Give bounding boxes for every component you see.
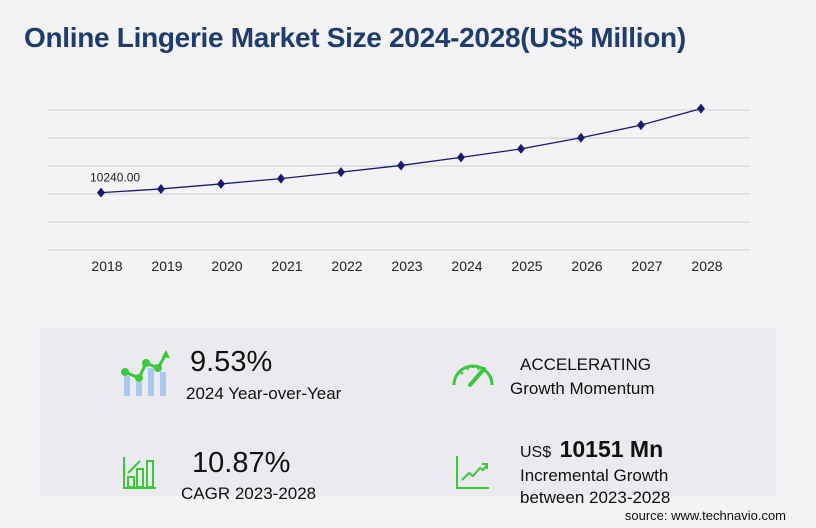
incremental-growth: US$ 10151 Mn [520, 436, 663, 463]
data-point [517, 143, 525, 154]
source-note: source: www.technavio.com [624, 508, 786, 523]
data-point [97, 187, 105, 198]
incr-label-2: between 2023-2028 [520, 488, 671, 507]
momentum-value: ACCELERATING [520, 355, 651, 374]
incr-prefix: US$ [520, 444, 552, 461]
line-chart: 2018 2019 2020 2021 2022 2023 2024 2025 2026 2027… [48, 103, 750, 274]
speedometer-icon [452, 364, 494, 387]
x-tick-label: 2024 [451, 258, 482, 274]
trend-up-icon [456, 456, 489, 489]
x-tick-label: 2021 [271, 258, 302, 274]
x-tick-label: 2025 [511, 258, 542, 274]
data-point [577, 132, 585, 143]
data-point [277, 173, 285, 184]
bar-line-growth-icon [121, 350, 170, 396]
page-title: Online Lingerie Market Size 2024-2028(US… [24, 22, 686, 53]
x-tick-label: 2023 [391, 258, 422, 274]
x-tick-label: 2027 [631, 258, 662, 274]
yoy-label: 2024 Year-over-Year [186, 384, 342, 403]
data-point [337, 167, 345, 178]
data-label: 10240.00 [90, 171, 140, 185]
series-line [100, 107, 702, 194]
x-tick-label: 2020 [211, 258, 242, 274]
cagr-label: CAGR 2023-2028 [181, 484, 317, 503]
x-tick-label: 2019 [151, 258, 182, 274]
momentum-label: Growth Momentum [510, 379, 655, 398]
data-point [697, 103, 705, 114]
data-point [457, 152, 465, 163]
x-tick-label: 2028 [691, 258, 722, 274]
data-point [217, 178, 225, 189]
x-tick-label: 2026 [571, 258, 602, 274]
data-point [157, 183, 165, 194]
incr-label-1: Incremental Growth [520, 466, 669, 485]
incr-value: 10151 Mn [559, 436, 664, 462]
x-tick-label: 2022 [331, 258, 362, 274]
yoy-value: 9.53% [190, 346, 273, 378]
cagr-value: 10.87% [192, 447, 291, 479]
data-point [397, 160, 405, 171]
bar-chart-growth-icon [123, 457, 156, 489]
x-tick-label: 2018 [91, 258, 122, 274]
data-point [637, 120, 645, 131]
